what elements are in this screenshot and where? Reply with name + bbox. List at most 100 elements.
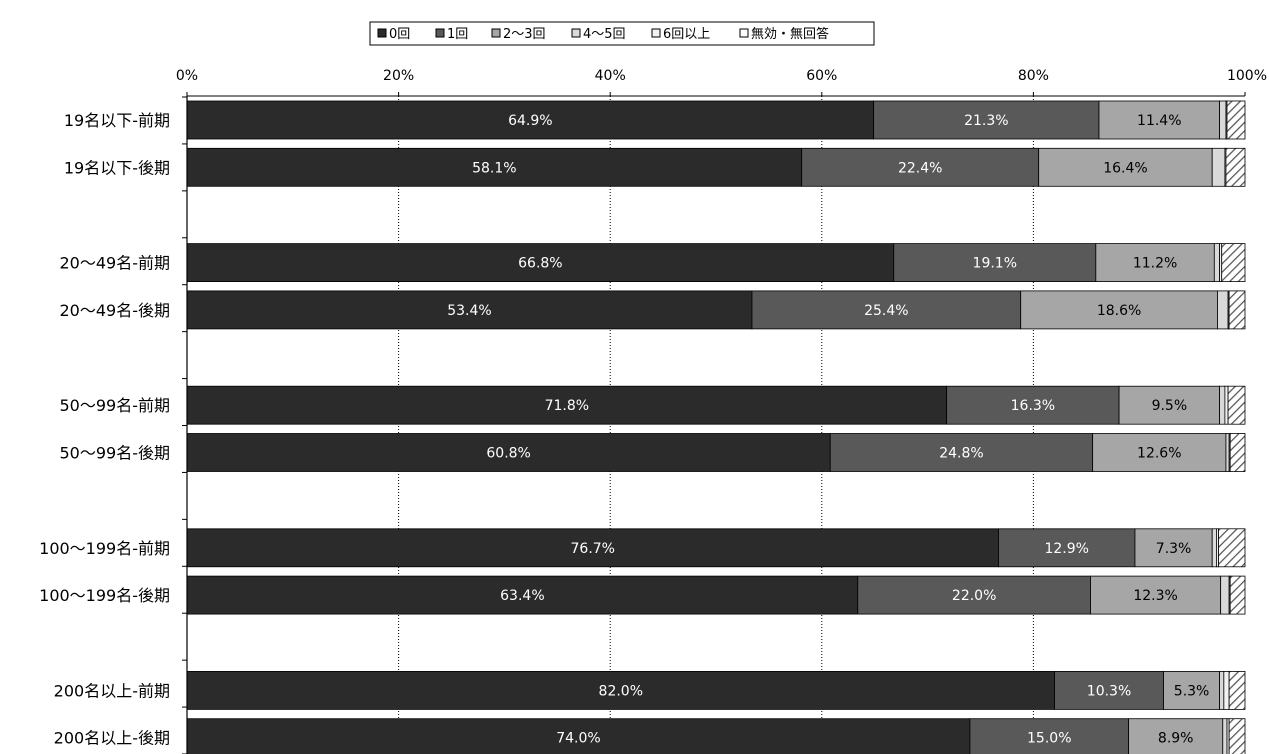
data-label: 10.3% bbox=[1087, 683, 1131, 699]
bar-segment bbox=[1090, 575, 1222, 615]
data-label: 12.6% bbox=[1137, 446, 1181, 462]
category-label: 20～49名-前期 bbox=[60, 254, 171, 273]
data-label: 66.8% bbox=[518, 256, 562, 272]
x-tick-label: 40% bbox=[595, 68, 626, 84]
bar-segment bbox=[1219, 100, 1227, 140]
bar-segment bbox=[857, 575, 1091, 615]
x-tick-label: 60% bbox=[806, 68, 837, 84]
bar-segment bbox=[1227, 385, 1246, 425]
bar-segment bbox=[1211, 147, 1226, 187]
bar-segment bbox=[1225, 147, 1246, 187]
bar-segment bbox=[1092, 433, 1227, 472]
legend-label: 2～3回 bbox=[503, 27, 546, 42]
category-label: 100～199名-後期 bbox=[39, 586, 170, 605]
bar-segment bbox=[1229, 433, 1246, 472]
legend-swatch bbox=[651, 28, 661, 38]
bar-segment bbox=[1219, 671, 1225, 710]
data-label: 18.6% bbox=[1097, 303, 1141, 319]
bar-segment bbox=[873, 100, 1100, 140]
legend-label: 無効・無回答 bbox=[751, 26, 829, 42]
legend-swatch bbox=[571, 28, 581, 38]
data-label: 7.3% bbox=[1156, 541, 1192, 557]
category-label: 200名以上-後期 bbox=[54, 729, 170, 748]
data-label: 11.4% bbox=[1137, 113, 1181, 129]
data-label: 11.2% bbox=[1133, 256, 1177, 272]
bar-segment bbox=[186, 147, 803, 187]
legend-label: 6回以上 bbox=[663, 27, 710, 42]
bar-segment bbox=[1225, 433, 1230, 472]
bar-segment bbox=[186, 433, 831, 472]
bar-segment bbox=[946, 385, 1120, 425]
data-label: 22.0% bbox=[952, 588, 996, 604]
data-label: 19.1% bbox=[973, 256, 1017, 272]
bar-segment bbox=[1128, 718, 1224, 754]
data-label: 71.8% bbox=[545, 398, 589, 414]
bar-segment bbox=[801, 147, 1040, 187]
bar-segment bbox=[1228, 671, 1246, 710]
legend-swatch bbox=[377, 28, 387, 38]
x-tick-label: 80% bbox=[1018, 68, 1049, 84]
bar-segment bbox=[1134, 528, 1213, 568]
category-labels: 19名以下-前期 19名以下-後期 20～49名-前期 20～49名-後期 50～99名… bbox=[39, 111, 170, 748]
bar-segment bbox=[1098, 100, 1221, 140]
bar-segment bbox=[1229, 575, 1246, 615]
bar-segment bbox=[1222, 718, 1228, 754]
bar-segment bbox=[1038, 147, 1213, 187]
x-tick-label: 0% bbox=[176, 68, 198, 84]
bar-segment bbox=[1217, 290, 1229, 330]
bar-segment bbox=[186, 243, 895, 283]
data-label: 25.4% bbox=[864, 303, 908, 319]
data-label: 24.8% bbox=[939, 446, 983, 462]
bar-segment bbox=[1163, 671, 1221, 710]
bar-segment bbox=[751, 290, 1022, 330]
axes bbox=[182, 95, 1245, 754]
data-label: 76.7% bbox=[571, 541, 615, 557]
category-label: 20～49名-後期 bbox=[60, 301, 171, 320]
data-label: 82.0% bbox=[599, 683, 643, 699]
bar-segment bbox=[1221, 243, 1246, 283]
bar-segment bbox=[1228, 290, 1246, 330]
bar-segment bbox=[186, 575, 859, 615]
legend-label: 1回 bbox=[447, 27, 468, 42]
bar-segment bbox=[186, 671, 1055, 710]
grid bbox=[398, 96, 1034, 754]
data-label: 8.9% bbox=[1158, 731, 1194, 747]
category-label: 50～99名-前期 bbox=[60, 396, 171, 415]
category-label: 200名以上-前期 bbox=[54, 681, 170, 700]
data-label: 16.4% bbox=[1103, 160, 1147, 176]
legend-swatch bbox=[739, 28, 749, 38]
data-label: 60.8% bbox=[486, 446, 530, 462]
bar-segment bbox=[1226, 100, 1246, 140]
bar-segment bbox=[186, 385, 948, 425]
data-label: 16.3% bbox=[1011, 398, 1055, 414]
data-label: 21.3% bbox=[964, 113, 1008, 129]
bars: 64.9% 21.3% 11.4% 58.1% 22.4% 16.4% 66.8% 19.1%… bbox=[186, 100, 1246, 754]
x-tick-label: 100% bbox=[1227, 68, 1267, 84]
bar-segment bbox=[186, 528, 999, 568]
data-label: 22.4% bbox=[898, 160, 942, 176]
legend-box bbox=[369, 21, 875, 46]
bar-segment bbox=[1211, 528, 1217, 568]
category-label: 100～199名-前期 bbox=[39, 539, 170, 558]
bar-segment bbox=[1223, 671, 1230, 710]
data-label: 74.0% bbox=[556, 731, 600, 747]
data-label: 63.4% bbox=[500, 588, 544, 604]
data-label: 9.5% bbox=[1152, 398, 1188, 414]
data-label: 53.4% bbox=[447, 303, 491, 319]
legend-swatch bbox=[435, 28, 445, 38]
data-label: 64.9% bbox=[508, 113, 552, 129]
bar-segment bbox=[1219, 385, 1226, 425]
bar-segment bbox=[1228, 718, 1246, 754]
bar-segment bbox=[1218, 528, 1246, 568]
bar-segment bbox=[1224, 385, 1229, 425]
bar-segment bbox=[1118, 385, 1221, 425]
x-axis-ticks: 0% 20% 40% 60% 80% 100% bbox=[176, 68, 1267, 96]
bar-segment bbox=[893, 243, 1097, 283]
data-label: 5.3% bbox=[1174, 683, 1210, 699]
legend: 0回 1回 2～3回 4～5回 6回以上 無効・無回答 bbox=[369, 21, 875, 46]
x-tick-label: 20% bbox=[383, 68, 414, 84]
category-label: 19名以下-前期 bbox=[64, 111, 170, 130]
data-label: 12.3% bbox=[1133, 588, 1177, 604]
legend-label: 0回 bbox=[389, 27, 410, 42]
